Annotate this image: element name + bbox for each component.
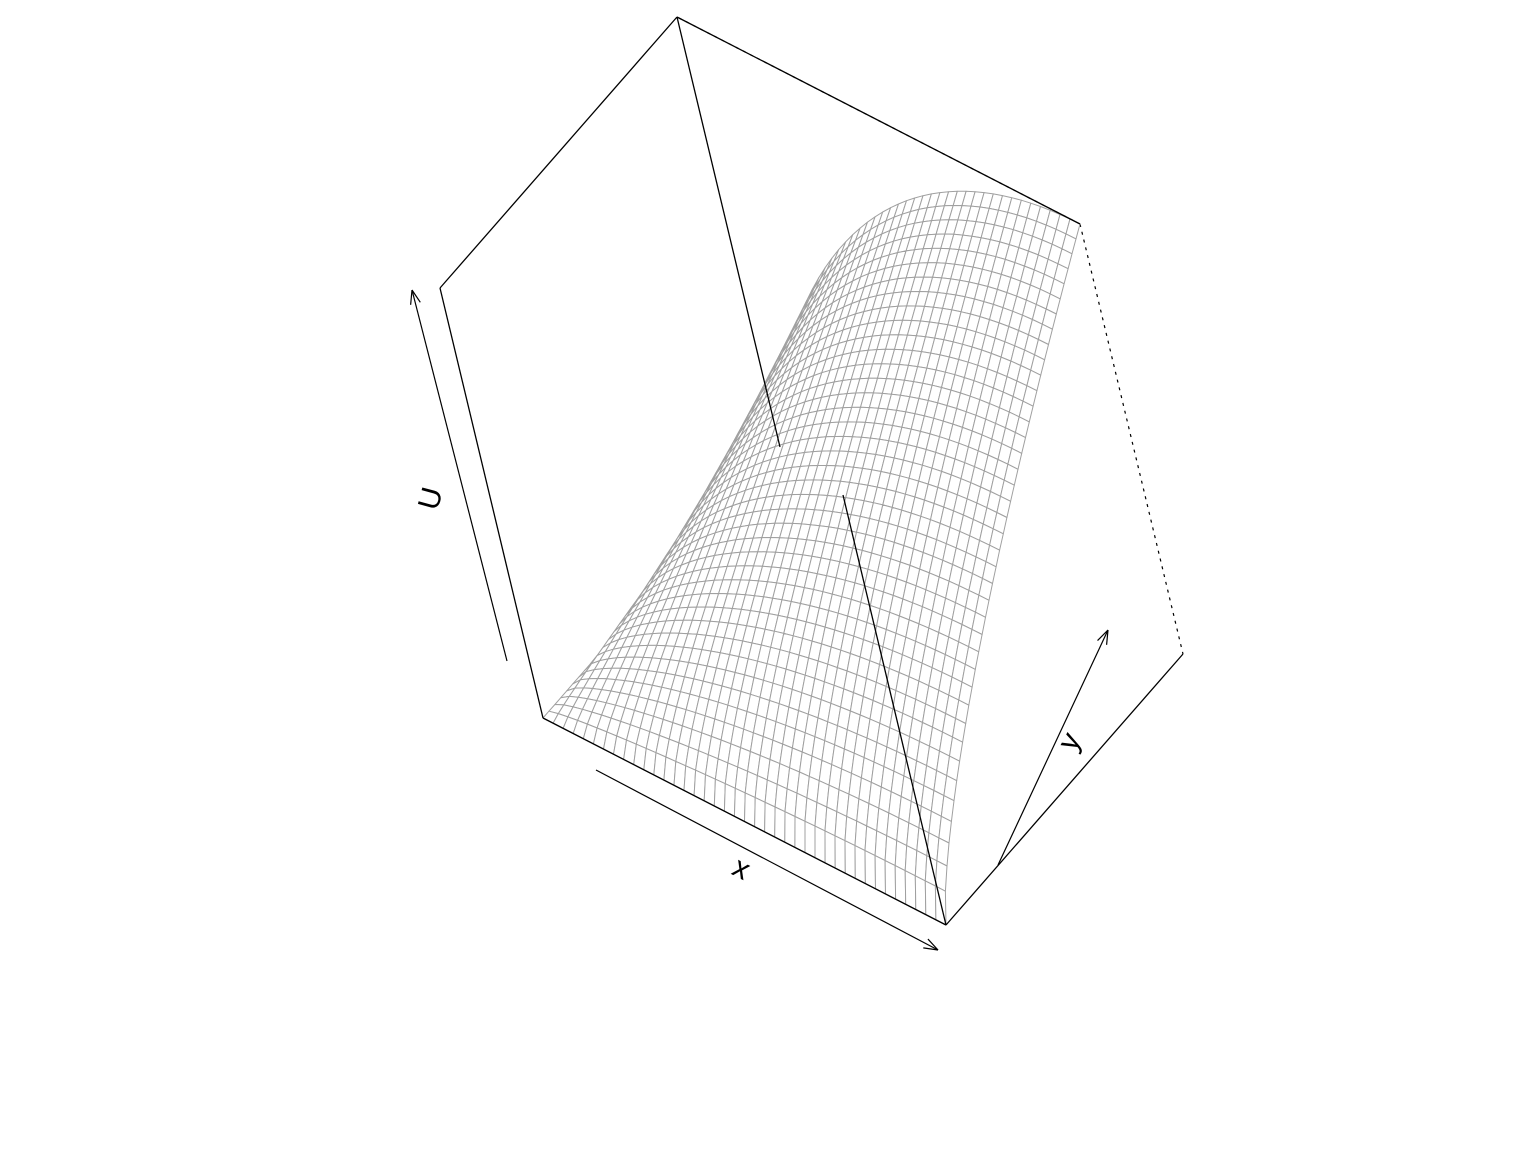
surface-facet <box>814 825 826 864</box>
surface-facet <box>754 797 766 833</box>
axis-arrows <box>410 289 1109 951</box>
y-axis-label: y <box>1052 727 1088 756</box>
surface-facet <box>764 801 776 838</box>
surface-facet <box>824 830 836 869</box>
u-axis-label: U <box>412 484 449 513</box>
u-axis-arrow-head <box>410 289 413 305</box>
box-edge <box>542 717 947 926</box>
u-axis-arrow <box>411 289 508 662</box>
y-axis-arrow-head <box>1105 629 1109 645</box>
surface-facet <box>784 811 796 848</box>
surface-facet <box>844 840 856 879</box>
x-axis-arrow-head <box>927 938 939 951</box>
box-edge <box>945 653 1184 926</box>
surface-facet <box>884 860 897 900</box>
y-axis-arrow-head <box>1097 629 1109 641</box>
box-edges <box>439 16 1184 926</box>
box-edge <box>842 494 947 926</box>
surface-facet <box>874 855 886 895</box>
box-edge <box>676 16 781 448</box>
surface-facet <box>834 835 846 874</box>
x-axis-label: x <box>727 850 755 886</box>
surface-facet <box>914 875 927 916</box>
surface-facet <box>864 850 876 890</box>
surface-facet <box>894 865 907 905</box>
hidden-edge <box>1079 223 1184 655</box>
surface-facet <box>924 880 937 921</box>
surface-mesh <box>542 190 1081 926</box>
surface-facet <box>804 820 816 859</box>
surface-facet <box>904 870 917 910</box>
box-edge <box>676 16 1081 225</box>
x-axis-arrow <box>595 769 939 951</box>
box-edge <box>439 16 678 289</box>
box-edge <box>439 287 544 719</box>
u-axis-arrow-head <box>411 289 421 303</box>
surface-facet <box>774 806 786 843</box>
surface-facet <box>854 845 866 885</box>
surface-facet <box>794 816 806 853</box>
y-axis-arrow <box>997 629 1109 866</box>
x-axis-arrow-head <box>923 947 939 951</box>
